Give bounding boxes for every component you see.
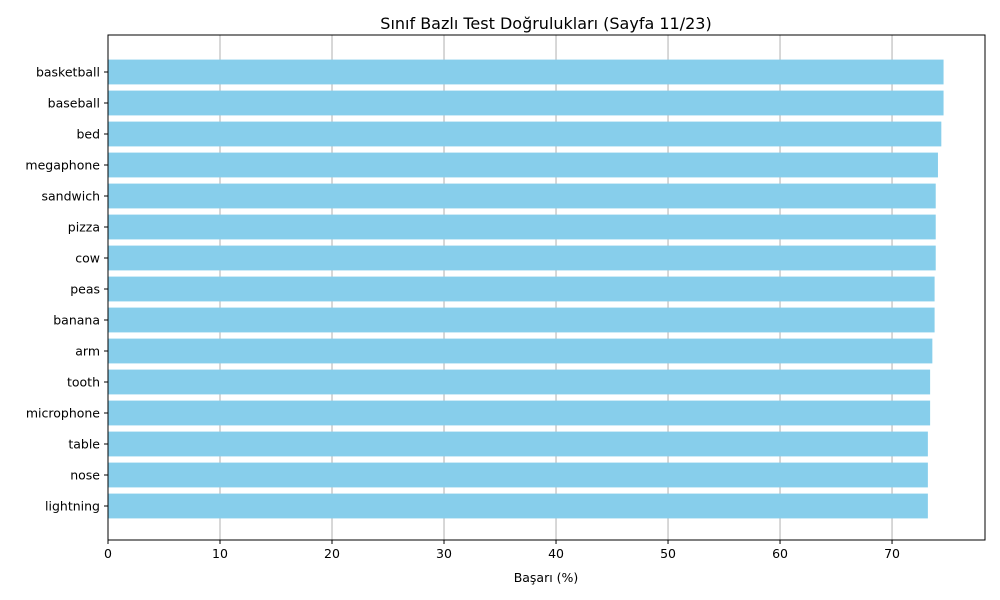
y-tick-label: nose xyxy=(70,468,100,483)
plot-frame xyxy=(107,34,986,541)
y-tick-label: baseball xyxy=(48,96,100,111)
x-tick-label: 20 xyxy=(324,546,340,561)
y-tick-label: table xyxy=(68,437,100,452)
x-axis-ticks: 0 10 20 30 40 50 60 70 xyxy=(104,540,900,561)
y-tick-label: bed xyxy=(76,127,100,142)
bars xyxy=(108,59,944,519)
bar-megaphone xyxy=(108,152,938,178)
bar-nose xyxy=(108,462,928,488)
x-tick-label: 50 xyxy=(660,546,676,561)
x-tick-label: 10 xyxy=(212,546,228,561)
x-tick-label: 70 xyxy=(884,546,900,561)
y-tick-label: banana xyxy=(53,313,100,328)
y-tick-label: megaphone xyxy=(25,158,100,173)
bar-cow xyxy=(108,245,936,271)
bar-basketball xyxy=(108,59,944,85)
bar-table xyxy=(108,431,928,457)
y-tick-label: cow xyxy=(75,251,100,266)
x-axis-label: Başarı (%) xyxy=(514,570,579,585)
bar-microphone xyxy=(108,400,931,426)
bar-arm xyxy=(108,338,933,364)
y-tick-label: pizza xyxy=(68,220,100,235)
bar-lightning xyxy=(108,493,928,519)
y-axis-ticks: basketball baseball bed megaphone sandwich pi… xyxy=(25,65,108,514)
y-tick-label: tooth xyxy=(67,375,100,390)
y-tick-label: basketball xyxy=(36,65,100,80)
x-tick-label: 60 xyxy=(772,546,788,561)
y-tick-label: arm xyxy=(75,344,100,359)
y-tick-label: lightning xyxy=(45,499,100,514)
bar-baseball xyxy=(108,90,944,116)
bar-tooth xyxy=(108,369,931,395)
y-tick-label: microphone xyxy=(26,406,100,421)
x-tick-label: 40 xyxy=(548,546,564,561)
bar-pizza xyxy=(108,214,936,240)
y-tick-label: peas xyxy=(70,282,100,297)
bar-bed xyxy=(108,121,942,147)
y-tick-label: sandwich xyxy=(41,189,100,204)
chart-title: Sınıf Bazlı Test Doğrulukları (Sayfa 11/… xyxy=(380,14,711,33)
bar-banana xyxy=(108,307,935,333)
bar-peas xyxy=(108,276,935,302)
bar-sandwich xyxy=(108,183,936,209)
x-tick-label: 0 xyxy=(104,546,112,561)
x-tick-label: 30 xyxy=(436,546,452,561)
